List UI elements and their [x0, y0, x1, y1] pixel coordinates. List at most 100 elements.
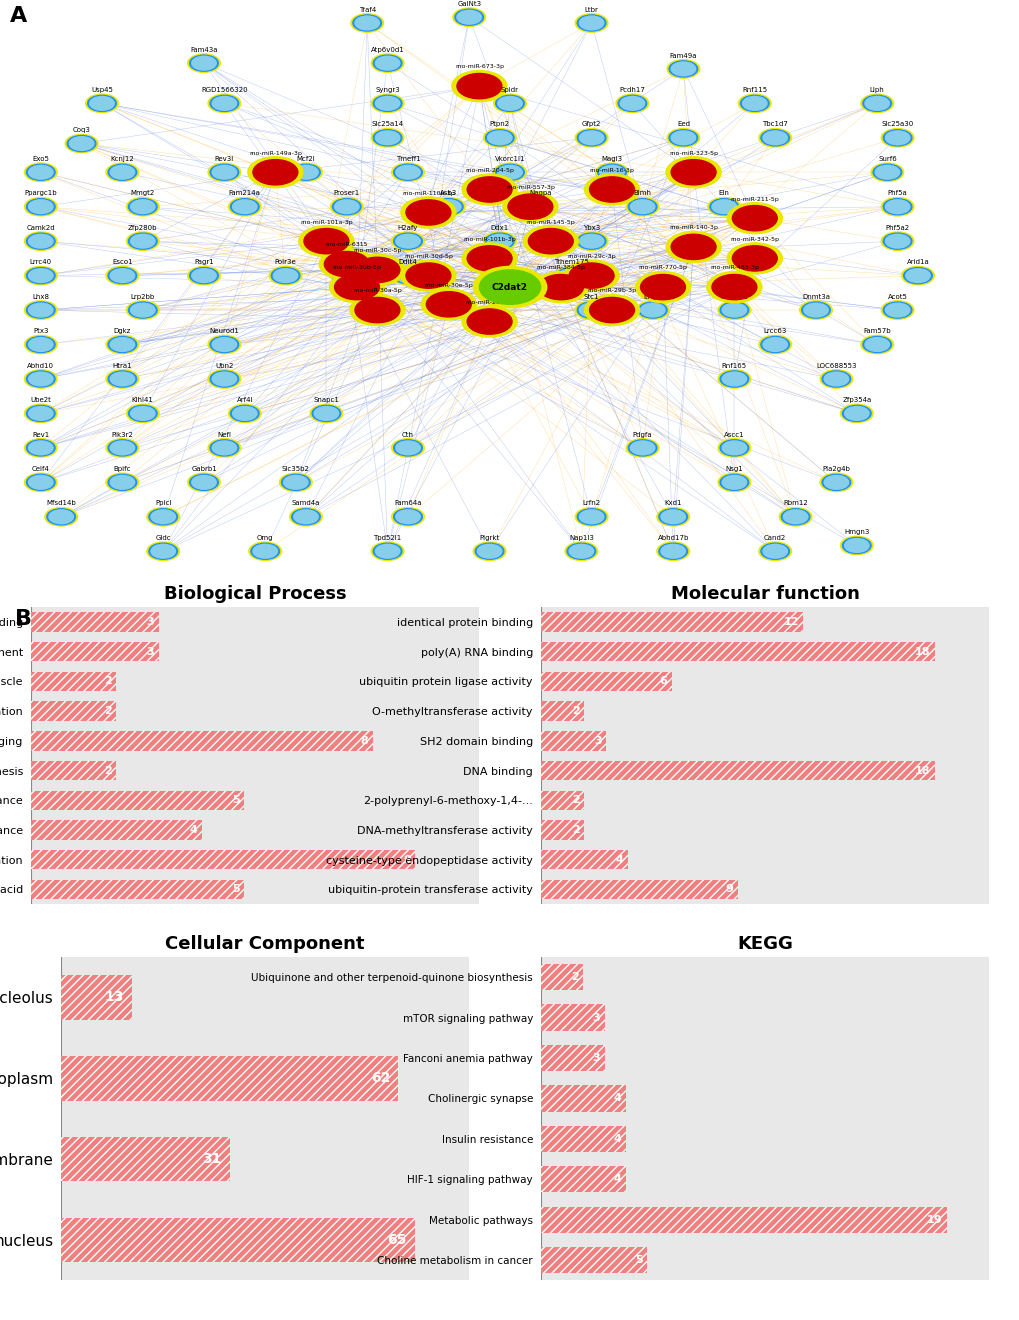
- Circle shape: [232, 407, 257, 420]
- Text: Pagr1: Pagr1: [194, 259, 214, 265]
- Text: B: B: [15, 610, 33, 630]
- Circle shape: [801, 302, 829, 318]
- Circle shape: [717, 438, 750, 457]
- Circle shape: [495, 164, 524, 181]
- Circle shape: [26, 199, 55, 215]
- Circle shape: [589, 177, 634, 202]
- Circle shape: [467, 177, 512, 202]
- Circle shape: [400, 260, 455, 292]
- Circle shape: [840, 536, 872, 554]
- Circle shape: [575, 128, 607, 147]
- Circle shape: [147, 508, 179, 525]
- Text: rno-miR-30e-5p: rno-miR-30e-5p: [424, 282, 473, 288]
- Circle shape: [457, 11, 481, 24]
- Circle shape: [271, 268, 300, 284]
- Circle shape: [860, 94, 893, 112]
- Circle shape: [626, 198, 658, 216]
- Text: 3: 3: [147, 616, 154, 627]
- Circle shape: [334, 199, 359, 214]
- Text: Proser1: Proser1: [333, 190, 360, 197]
- Circle shape: [732, 246, 776, 271]
- Bar: [61, 975, 131, 1019]
- Title: Biological Process: Biological Process: [163, 585, 346, 603]
- Circle shape: [334, 269, 359, 282]
- Text: Cth: Cth: [401, 432, 414, 437]
- Circle shape: [29, 165, 53, 180]
- Circle shape: [400, 197, 455, 228]
- Circle shape: [760, 129, 789, 145]
- Circle shape: [665, 157, 720, 187]
- Text: Phf5a: Phf5a: [887, 190, 907, 197]
- Circle shape: [249, 543, 281, 561]
- Bar: [31, 642, 159, 661]
- Circle shape: [406, 263, 450, 288]
- Circle shape: [495, 95, 524, 111]
- Text: Hmgn3: Hmgn3: [844, 529, 868, 535]
- Text: 9: 9: [403, 854, 411, 865]
- Circle shape: [597, 164, 626, 181]
- Circle shape: [110, 165, 135, 180]
- Text: Kcnj12: Kcnj12: [110, 156, 135, 162]
- Bar: [61, 1137, 229, 1181]
- Circle shape: [253, 544, 277, 558]
- Circle shape: [393, 164, 422, 181]
- Circle shape: [864, 96, 889, 111]
- Text: Fam64a: Fam64a: [394, 500, 421, 507]
- Circle shape: [110, 475, 135, 490]
- Text: 5: 5: [232, 884, 239, 895]
- Text: 4: 4: [613, 1093, 621, 1104]
- Circle shape: [110, 441, 135, 455]
- Circle shape: [760, 544, 789, 560]
- Circle shape: [905, 269, 929, 282]
- Text: Spidr: Spidr: [500, 87, 519, 92]
- Text: 13: 13: [104, 990, 123, 1005]
- Bar: [61, 1218, 415, 1262]
- Bar: [31, 731, 372, 751]
- Circle shape: [330, 267, 363, 285]
- Circle shape: [187, 267, 220, 285]
- Text: Zfp280b: Zfp280b: [128, 224, 157, 231]
- Circle shape: [314, 407, 338, 420]
- Text: Zfp354a: Zfp354a: [842, 397, 870, 403]
- Circle shape: [709, 199, 738, 215]
- Circle shape: [210, 164, 238, 181]
- Circle shape: [665, 231, 720, 263]
- Circle shape: [106, 335, 139, 354]
- Bar: [540, 672, 672, 692]
- Text: Fam49a: Fam49a: [669, 53, 696, 58]
- Circle shape: [395, 165, 420, 180]
- Circle shape: [615, 94, 648, 112]
- Circle shape: [660, 544, 685, 558]
- Circle shape: [24, 164, 57, 181]
- Bar: [540, 1005, 604, 1031]
- Bar: [31, 850, 415, 870]
- Circle shape: [599, 165, 624, 180]
- Circle shape: [391, 438, 424, 457]
- Circle shape: [110, 269, 135, 282]
- Title: Molecular function: Molecular function: [669, 585, 859, 603]
- Text: 65: 65: [387, 1233, 407, 1247]
- Bar: [540, 791, 584, 810]
- Text: 8: 8: [360, 735, 368, 746]
- Circle shape: [487, 234, 512, 248]
- Circle shape: [740, 95, 768, 111]
- Circle shape: [26, 164, 55, 181]
- Circle shape: [330, 198, 363, 216]
- Circle shape: [884, 131, 909, 145]
- Circle shape: [533, 272, 588, 302]
- Circle shape: [293, 510, 318, 524]
- Circle shape: [579, 131, 603, 145]
- Circle shape: [452, 8, 485, 26]
- Circle shape: [884, 304, 909, 317]
- Circle shape: [130, 407, 155, 420]
- Bar: [540, 850, 628, 870]
- Bar: [540, 964, 583, 990]
- Text: Lrp2bb: Lrp2bb: [130, 294, 155, 300]
- Text: Llph: Llph: [869, 87, 883, 92]
- Text: Celf4: Celf4: [32, 466, 50, 473]
- Bar: [540, 1166, 626, 1192]
- Circle shape: [187, 54, 220, 73]
- Bar: [31, 642, 159, 661]
- Text: LOC688553: LOC688553: [815, 363, 856, 368]
- Circle shape: [279, 473, 312, 491]
